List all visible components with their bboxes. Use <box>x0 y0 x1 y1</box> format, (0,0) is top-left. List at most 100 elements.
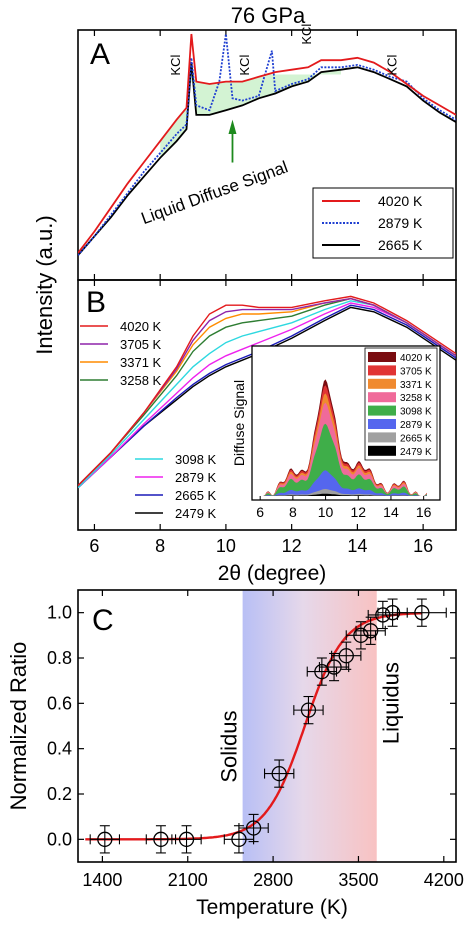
inset-legend-swatch <box>368 365 396 376</box>
point-marker <box>375 607 391 623</box>
inset-legend-label: 2665 K <box>400 433 432 444</box>
inset-x-tick-label: 14 <box>383 504 399 520</box>
panel-b-series-2879-K <box>78 302 456 489</box>
panel-b-x-tick-label: 6 <box>89 536 99 556</box>
inset-legend-label: 2479 K <box>400 447 432 458</box>
inset-legend-label: 2879 K <box>400 420 432 431</box>
panel-c-x-tick-label: 4200 <box>424 870 464 890</box>
panel-b-inset: 6 8 10 12 14 16 Diffuse Signal 4020 K 3705 K 3371… <box>231 345 441 520</box>
inset-legend-swatch <box>368 432 396 443</box>
panel-c-frame <box>77 589 457 863</box>
kcl-label: KCl <box>385 55 400 76</box>
panel-c-letter: C <box>92 604 114 637</box>
panel-c-y-tick-label: 0.4 <box>47 739 72 759</box>
data-point <box>238 813 269 843</box>
inset-legend-swatch <box>368 392 396 403</box>
panel-b-x-axis-label: 2θ (degree) <box>218 562 327 585</box>
panel-c-y-tick-label: 0.8 <box>47 648 72 668</box>
panel-b-x-tick-label: 8 <box>155 536 165 556</box>
inset-legend-label: 3098 K <box>400 407 432 418</box>
inset-legend-swatch <box>368 352 396 362</box>
inset-x-tick-label: 16 <box>416 504 432 520</box>
inset-legend-swatch <box>368 419 396 429</box>
panel-b-legend-label: 3705 K <box>120 337 162 352</box>
liquidus-label: Liquidus <box>379 662 404 744</box>
point-marker <box>271 765 287 782</box>
inset-legend-label: 3371 K <box>400 380 432 391</box>
point-marker <box>338 648 354 664</box>
kcl-label: KCl <box>168 55 183 76</box>
panel-c-x-tick-label: 2800 <box>253 870 293 890</box>
inset-legend-label: 3705 K <box>400 366 432 377</box>
point-marker <box>326 659 342 675</box>
data-point <box>293 695 324 725</box>
kcl-label: KCl <box>237 55 252 76</box>
data-point <box>318 652 350 682</box>
legend-label: 2665 K <box>378 237 423 253</box>
panel-a-plot-area <box>78 33 456 256</box>
point-marker <box>362 623 379 639</box>
point-marker <box>97 831 113 847</box>
panel-b-x-tick-label: 16 <box>413 536 433 556</box>
legend-label: 4020 K <box>378 193 423 209</box>
panel-b-legend-label: 4020 K <box>120 319 162 334</box>
legend-label: 2879 K <box>378 215 423 231</box>
panel-c-y-tick-label: 0.0 <box>47 829 72 849</box>
inset-area-3098-K <box>263 423 427 496</box>
shared-y-axis-label: Intensity (a.u.) <box>32 215 57 354</box>
figure-title: 76 GPa <box>231 3 306 28</box>
data-point <box>264 759 295 788</box>
panel-a-legend: 4020 K 2879 K 2665 K <box>312 187 454 259</box>
inset-area-2479-K <box>263 493 427 496</box>
panel-b-plot-area <box>78 295 456 489</box>
inset-legend-label: 3258 K <box>400 393 432 404</box>
panel-b-x-tick-label: 12 <box>282 536 302 556</box>
liquid-diffuse-region <box>160 69 341 158</box>
point-marker <box>353 627 369 643</box>
inset-x-tick-label: 10 <box>318 504 334 520</box>
diffuse-signal-label: Liquid Diffuse Signal <box>139 157 291 228</box>
panel-a: A KCl KCl KCl KCl Liquid Diffuse Signal 4020 K… <box>77 24 457 281</box>
panel-c: 1400 2100 2800 3500 4200 0.0 0.2 0.4 0.6 0.8 1.0 Te… <box>6 589 464 919</box>
panel-a-letter: A <box>90 38 110 71</box>
inset-x-tick-label: 8 <box>289 504 297 520</box>
panel-b-letter: B <box>86 286 106 319</box>
panel-c-y-tick-label: 0.6 <box>47 693 72 713</box>
inset-legend-swatch <box>368 405 396 416</box>
inset-legend-swatch <box>368 445 396 456</box>
point-marker <box>153 831 169 847</box>
panel-b-series-2665-K <box>78 304 456 489</box>
panel-b-series-4020-K <box>78 295 456 487</box>
panel-b: 6 8 10 12 14 16 2θ (degree) B 4020 K 3705 K 3371 K… <box>77 279 457 585</box>
panel-b-x-tick-label: 14 <box>347 536 367 556</box>
inset-y-axis-label: Diffuse Signal <box>231 380 247 466</box>
panel-b-series-2479-K <box>78 306 456 489</box>
panel-b-legend-label: 3098 K <box>175 452 217 467</box>
point-marker <box>245 820 262 836</box>
panel-c-x-tick-label: 1400 <box>82 870 122 890</box>
inset-legend-swatch <box>368 378 396 389</box>
panel-a-series-2665-K <box>78 62 456 256</box>
inset-area-2665-K <box>263 489 427 496</box>
panel-b-legend-label: 3371 K <box>120 355 162 370</box>
panel-c-y-axis-label: Normalized Ratio <box>6 642 31 811</box>
panel-c-y-tick-label: 0.2 <box>47 784 72 804</box>
data-point <box>396 598 447 627</box>
panel-a-series-4020-K <box>78 33 456 254</box>
panel-b-legend-label: 2665 K <box>175 488 217 503</box>
inset-legend: 4020 K 3705 K 3371 K 3258 K 3098 K 2879 K 2665… <box>364 347 438 461</box>
kcl-label: KCl <box>299 24 314 45</box>
panel-b-frame <box>77 279 457 531</box>
point-marker <box>414 605 430 621</box>
data-point <box>145 825 177 854</box>
solidus-label: Solidus <box>217 711 242 783</box>
data-point <box>89 825 121 854</box>
point-marker <box>178 831 195 847</box>
panel-c-x-tick-label: 3500 <box>338 870 378 890</box>
panel-b-legend-label: 2879 K <box>175 470 217 485</box>
panel-a-series-2879-K <box>78 33 456 256</box>
data-point <box>355 616 386 645</box>
point-marker <box>300 702 317 718</box>
panel-c-x-tick-label: 2100 <box>168 870 208 890</box>
